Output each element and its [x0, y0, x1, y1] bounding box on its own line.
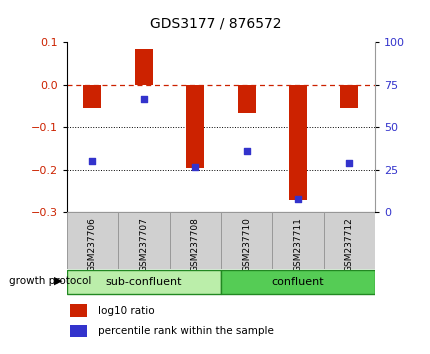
Text: confluent: confluent: [271, 277, 323, 287]
Bar: [70, 325, 86, 337]
Text: GSM237711: GSM237711: [293, 217, 302, 272]
Point: [140, 96, 147, 101]
Text: percentile rank within the sample: percentile rank within the sample: [98, 326, 273, 336]
Bar: [288, 85, 306, 200]
Text: growth protocol: growth protocol: [9, 276, 91, 286]
Text: GDS3177 / 876572: GDS3177 / 876572: [149, 16, 281, 30]
Bar: [70, 304, 86, 317]
Bar: [135, 49, 153, 85]
Text: GSM237706: GSM237706: [88, 217, 97, 272]
Point: [89, 159, 96, 164]
Bar: [169, 212, 220, 269]
Point: [243, 148, 249, 154]
Text: GSM237707: GSM237707: [139, 217, 148, 272]
Text: GSM237708: GSM237708: [190, 217, 199, 272]
Bar: [220, 212, 272, 269]
Point: [345, 160, 352, 166]
Bar: [67, 212, 118, 269]
Bar: [67, 270, 221, 294]
Text: ▶: ▶: [54, 276, 62, 286]
Bar: [186, 85, 204, 168]
Point: [294, 196, 301, 202]
Bar: [237, 85, 255, 113]
Bar: [272, 212, 323, 269]
Text: log10 ratio: log10 ratio: [98, 306, 154, 316]
Text: GSM237710: GSM237710: [242, 217, 251, 272]
Text: sub-confluent: sub-confluent: [105, 277, 181, 287]
Bar: [118, 212, 169, 269]
Bar: [83, 85, 101, 108]
Bar: [340, 85, 357, 108]
Point: [191, 164, 198, 169]
Bar: [323, 212, 374, 269]
Text: GSM237712: GSM237712: [344, 217, 353, 272]
Bar: [220, 270, 374, 294]
